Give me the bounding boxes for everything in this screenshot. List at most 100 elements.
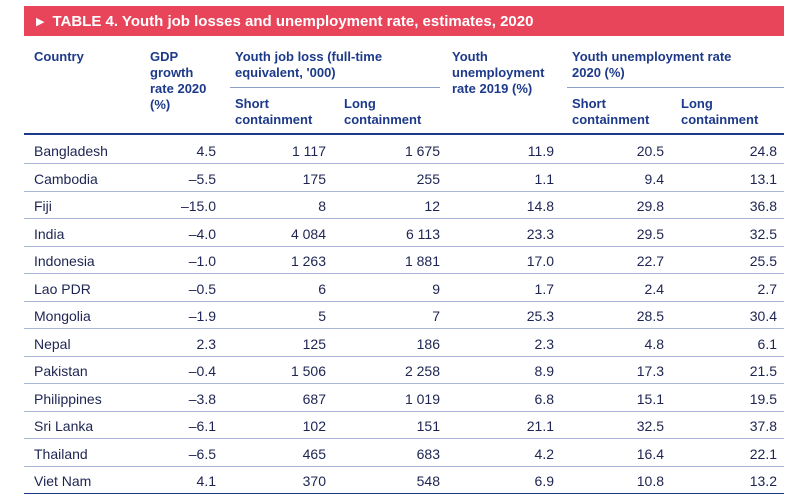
table-row: Philippines –3.8 687 1 019 6.8 15.1 19.5 bbox=[24, 384, 784, 412]
header-long-line1: Long bbox=[344, 96, 376, 111]
job-loss-short-cell: 6 bbox=[318, 280, 326, 297]
header-unemp2019-line2: unemployment bbox=[452, 65, 545, 80]
header-short2-line2: containment bbox=[572, 112, 650, 127]
unemployment-2019-cell: 1.7 bbox=[534, 280, 554, 297]
header-long2-line2: containment bbox=[681, 112, 759, 127]
header-unemp2020-line1: Youth unemployment rate bbox=[572, 49, 732, 64]
header-country: Country bbox=[34, 49, 84, 64]
job-loss-long-cell: 1 881 bbox=[404, 253, 440, 269]
country-cell: Thailand bbox=[34, 445, 88, 462]
unemployment-short-cell: 28.5 bbox=[636, 308, 664, 324]
unemployment-long-cell: 2.7 bbox=[757, 280, 777, 297]
header-jobloss-line1: Youth job loss (full-time bbox=[235, 49, 383, 64]
header-jobloss-rule bbox=[230, 87, 440, 88]
header-jobloss-line2: equivalent, '000) bbox=[235, 65, 336, 80]
unemployment-short-cell: 32.5 bbox=[636, 418, 664, 434]
unemployment-short-cell: 10.8 bbox=[636, 473, 664, 489]
country-cell: Pakistan bbox=[34, 363, 88, 379]
job-loss-long-cell: 1 675 bbox=[404, 143, 440, 159]
gdp-cell: –0.5 bbox=[188, 280, 216, 297]
gdp-cell: –15.0 bbox=[180, 198, 216, 214]
gdp-cell: –6.5 bbox=[188, 445, 216, 462]
header-bottom-rule bbox=[24, 133, 784, 135]
job-loss-short-cell: 125 bbox=[302, 335, 326, 352]
gdp-cell: 2.3 bbox=[196, 335, 216, 352]
table-row: Nepal 2.3 125 186 2.3 4.8 6.1 bbox=[24, 329, 784, 357]
unemployment-short-cell: 16.4 bbox=[636, 445, 664, 462]
header-gdp-line3: rate 2020 bbox=[150, 81, 207, 96]
unemployment-2019-cell: 4.2 bbox=[534, 445, 554, 462]
header-short-line2: containment bbox=[235, 112, 313, 127]
unemployment-2019-cell: 6.8 bbox=[534, 390, 554, 407]
unemployment-long-cell: 32.5 bbox=[749, 225, 777, 242]
job-loss-short-cell: 1 117 bbox=[292, 143, 326, 159]
job-loss-short-cell: 687 bbox=[302, 390, 326, 407]
job-loss-short-cell: 1 263 bbox=[290, 253, 326, 269]
unemployment-long-cell: 37.8 bbox=[749, 418, 777, 434]
table-row: Indonesia –1.0 1 263 1 881 17.0 22.7 25.5 bbox=[24, 246, 784, 274]
header-unemp2020-rule bbox=[567, 87, 784, 88]
unemployment-short-cell: 2.4 bbox=[644, 280, 664, 297]
gdp-cell: –1.0 bbox=[188, 253, 216, 269]
header-unemp2019-line3: rate 2019 (%) bbox=[452, 81, 533, 96]
job-loss-long-cell: 683 bbox=[416, 445, 440, 462]
unemployment-short-cell: 22.7 bbox=[636, 253, 664, 269]
table-row: Lao PDR –0.5 6 9 1.7 2.4 2.7 bbox=[24, 274, 784, 302]
unemployment-long-cell: 36.8 bbox=[749, 198, 777, 214]
country-cell: Bangladesh bbox=[34, 143, 108, 159]
unemployment-long-cell: 24.8 bbox=[749, 143, 777, 159]
unemployment-2019-cell: 2.3 bbox=[534, 335, 554, 352]
country-cell: Viet Nam bbox=[34, 473, 92, 489]
job-loss-long-cell: 1 019 bbox=[404, 390, 440, 407]
unemployment-short-cell: 17.3 bbox=[636, 363, 664, 379]
table-title: TABLE 4. Youth job losses and unemployme… bbox=[52, 12, 534, 30]
header-unemp2019-line1: Youth bbox=[452, 49, 488, 64]
header-long-line2: containment bbox=[344, 112, 422, 127]
unemployment-long-cell: 13.2 bbox=[749, 473, 777, 489]
table-title-bar: ▶ TABLE 4. Youth job losses and unemploy… bbox=[24, 6, 784, 36]
header-unemp2020-line2: 2020 (%) bbox=[572, 65, 625, 80]
gdp-cell: –5.5 bbox=[188, 170, 216, 187]
table-row: Pakistan –0.4 1 506 2 258 8.9 17.3 21.5 bbox=[24, 356, 784, 384]
job-loss-long-cell: 186 bbox=[416, 335, 440, 352]
table-row: Cambodia –5.5 175 255 1.1 9.4 13.1 bbox=[24, 164, 784, 192]
job-loss-long-cell: 2 258 bbox=[404, 363, 440, 379]
unemployment-2019-cell: 6.9 bbox=[534, 473, 554, 489]
country-cell: Sri Lanka bbox=[34, 418, 94, 434]
unemployment-long-cell: 22.1 bbox=[749, 445, 777, 462]
country-cell: Lao PDR bbox=[34, 280, 91, 297]
country-cell: Fiji bbox=[34, 198, 52, 214]
job-loss-long-cell: 548 bbox=[416, 473, 440, 489]
job-loss-short-cell: 370 bbox=[302, 473, 326, 489]
unemployment-2019-cell: 25.3 bbox=[526, 308, 554, 324]
header-gdp-line2: growth bbox=[150, 65, 194, 80]
unemployment-short-cell: 9.4 bbox=[644, 170, 664, 187]
job-loss-short-cell: 8 bbox=[318, 198, 326, 214]
gdp-cell: 4.1 bbox=[196, 473, 216, 489]
gdp-cell: –4.0 bbox=[188, 225, 216, 242]
job-loss-long-cell: 12 bbox=[424, 198, 440, 214]
job-loss-short-cell: 465 bbox=[302, 445, 326, 462]
unemployment-long-cell: 25.5 bbox=[749, 253, 777, 269]
unemployment-short-cell: 15.1 bbox=[636, 390, 664, 407]
job-loss-short-cell: 4 084 bbox=[290, 225, 326, 242]
job-loss-long-cell: 7 bbox=[432, 308, 440, 324]
job-loss-short-cell: 5 bbox=[318, 308, 326, 324]
unemployment-short-cell: 29.8 bbox=[636, 198, 664, 214]
unemployment-long-cell: 6.1 bbox=[757, 335, 777, 352]
country-cell: Mongolia bbox=[34, 308, 91, 324]
unemployment-short-cell: 4.8 bbox=[644, 335, 664, 352]
table-row: Fiji –15.0 8 12 14.8 29.8 36.8 bbox=[24, 191, 784, 219]
header-short-line1: Short bbox=[235, 96, 269, 111]
unemployment-2019-cell: 11.9 bbox=[527, 143, 554, 159]
job-loss-long-cell: 151 bbox=[416, 418, 440, 434]
unemployment-2019-cell: 1.1 bbox=[534, 170, 554, 187]
gdp-cell: –6.1 bbox=[188, 418, 216, 434]
unemployment-long-cell: 21.5 bbox=[749, 363, 777, 379]
country-cell: Indonesia bbox=[34, 253, 95, 269]
gdp-cell: –0.4 bbox=[188, 363, 216, 379]
table-row: Thailand –6.5 465 683 4.2 16.4 22.1 bbox=[24, 439, 784, 467]
unemployment-2019-cell: 23.3 bbox=[526, 225, 554, 242]
unemployment-2019-cell: 14.8 bbox=[526, 198, 554, 214]
job-loss-short-cell: 1 506 bbox=[290, 363, 326, 379]
